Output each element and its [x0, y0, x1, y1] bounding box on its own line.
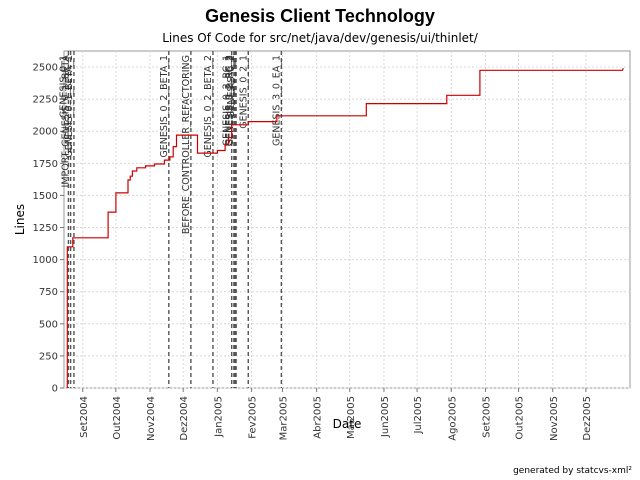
x-tick-label: Nov2005 [549, 396, 560, 441]
y-tick-label: 750 [39, 287, 58, 298]
x-tick-label: Dez2005 [582, 396, 593, 441]
chart-subtitle: Lines Of Code for src/net/java/dev/genes… [162, 31, 478, 45]
x-tick-label: Mar2005 [278, 396, 289, 440]
y-tick-label: 1500 [33, 191, 58, 202]
tag-marker-label: GENESIS_0_2_RC_3 [225, 55, 236, 146]
x-tick-label: Set2005 [481, 396, 492, 438]
y-tick-label: 2000 [33, 127, 58, 138]
x-tick-label: Dez2004 [179, 396, 190, 441]
tag-marker-label: GENESIS_0_2 [226, 55, 237, 118]
tag-marker-label: GENESIS_3_0_EA_1 [271, 55, 282, 146]
chart-title: Genesis Client Technology [205, 6, 435, 26]
y-tick-label: 2250 [33, 95, 58, 106]
y-tick-label: 2500 [33, 63, 58, 74]
tag-marker-label: GENESIS_0_1 [58, 55, 69, 118]
x-tick-label: Jul2005 [413, 396, 424, 435]
tag-marker-label: GENESIS_0_2_BETA_2 [203, 55, 214, 158]
x-tick-label: Fev2005 [248, 396, 259, 439]
x-tick-label: Ago2005 [447, 396, 458, 441]
x-tick-label: Out2005 [515, 396, 526, 440]
x-tick-label: Set2004 [79, 396, 90, 438]
y-tick-label: 500 [39, 319, 58, 330]
x-tick-label: Jan2005 [213, 396, 224, 438]
x-tick-label: Mai2005 [346, 396, 357, 439]
tag-marker-label: GENESIS_0_2_RC_2 [224, 55, 235, 146]
x-tick-label: Nov2004 [146, 396, 157, 441]
tag-marker-label: IMPORT_GENESIS_0_1_BETA [61, 55, 72, 188]
x-tick-label: Jun2005 [380, 396, 391, 438]
tag-marker-label: GENESIS_0_2_BETA_1 [159, 55, 170, 158]
plot-area [63, 50, 631, 389]
tag-marker-label: GENESIS_0_2_1 [238, 55, 249, 129]
footer-credit: generated by statcvs-xml² [513, 466, 632, 476]
x-tick-label: Out2004 [112, 396, 123, 440]
y-tick-label: 1000 [33, 255, 58, 266]
series-line [66, 68, 624, 388]
y-tick-label: 250 [39, 351, 58, 362]
y-axis-title: Lines [13, 204, 27, 235]
y-tick-label: 1250 [33, 223, 58, 234]
tag-marker-label: GENESIS_0_1_BETA_1 [64, 55, 75, 158]
tag-marker-label: BEFORE_CONTROLLER_REFACTORING [181, 55, 192, 234]
y-tick-label: 1750 [33, 159, 58, 170]
tag-marker-label: GENESIS_0_2_RC_1 [222, 55, 233, 146]
x-tick-label: Abr2005 [313, 396, 324, 439]
x-axis-title: Date [333, 417, 362, 431]
y-tick-label: 0 [52, 384, 58, 395]
